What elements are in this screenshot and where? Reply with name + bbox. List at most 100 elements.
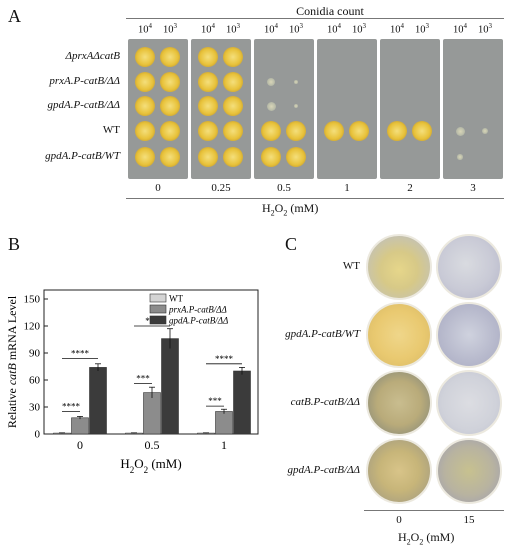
- colony: [198, 72, 218, 92]
- conidia-dilution-label: 103: [289, 22, 303, 36]
- panel-c-letter: C: [285, 234, 298, 254]
- colony: [455, 126, 465, 136]
- colony: [160, 96, 180, 116]
- relative-catb-bar-chart: 0 30 60 90 120 150 Relative catB mRNA Level 0 0.…: [5, 289, 259, 475]
- y-tick-label: 150: [24, 294, 41, 306]
- conidia-dilution-label: 104: [327, 22, 341, 36]
- petri-dish: [366, 302, 432, 368]
- conidia-dilution-label: 103: [163, 22, 177, 36]
- colony: [294, 80, 298, 84]
- strain-label: WT: [342, 260, 360, 272]
- bar-gpdA.P-catB/ΔΔ: [233, 370, 251, 435]
- bar-gpdA.P-catB/ΔΔ: [89, 367, 107, 435]
- legend-label: prxA.P-catB/ΔΔ: [168, 305, 227, 315]
- colony: [135, 96, 155, 116]
- x-tick-label: 1: [221, 438, 227, 452]
- x-tick-label: 0: [77, 438, 83, 452]
- colony: [261, 121, 281, 141]
- h2o2-concentration-label: 0: [155, 182, 161, 194]
- strain-label: catB.P-catB/ΔΔ: [290, 396, 360, 408]
- petri-dish: [366, 370, 432, 436]
- panel-a-xlabel: H2O2 (mM): [262, 201, 319, 218]
- colony: [198, 47, 218, 67]
- strain-label: gpdA.P-catB/ΔΔ: [47, 99, 120, 111]
- colony: [223, 96, 243, 116]
- agar-plate-2: [380, 39, 440, 179]
- y-tick-label: 30: [29, 402, 41, 414]
- colony: [481, 127, 489, 135]
- h2o2-concentration-label: 15: [463, 514, 475, 526]
- colony: [387, 121, 407, 141]
- strain-label: gpdA.P-catB/WT: [45, 150, 120, 162]
- y-axis-label: Relative catB mRNA Level: [5, 295, 19, 428]
- colony: [286, 147, 306, 167]
- panel-c-axis-rule: [364, 510, 504, 511]
- significance-stars: ***: [208, 396, 222, 406]
- conidia-dilution-label: 103: [226, 22, 240, 36]
- colony: [266, 77, 276, 87]
- colony: [223, 147, 243, 167]
- significance-stars: ***: [136, 374, 150, 384]
- x-axis-label: H2O2 (mM): [120, 456, 181, 475]
- petri-dish: [436, 370, 502, 436]
- colony: [135, 47, 155, 67]
- conidia-dilution-label: 104: [453, 22, 467, 36]
- agar-plate-1: [317, 39, 377, 179]
- conidia-dilution-label: 104: [264, 22, 278, 36]
- h2o2-concentration-label: 1: [344, 182, 350, 194]
- colony: [160, 72, 180, 92]
- colony: [261, 147, 281, 167]
- agar-plate-3: [443, 39, 503, 179]
- legend-swatch: [149, 293, 167, 303]
- conidia-dilution-label: 103: [352, 22, 366, 36]
- strain-label: ΔprxAΔcatB: [65, 50, 120, 62]
- colony: [286, 121, 306, 141]
- conidia-count-title: Conidia count: [296, 4, 364, 18]
- colony: [198, 147, 218, 167]
- legend-label: gpdA.P-catB/ΔΔ: [169, 316, 228, 326]
- colony: [198, 96, 218, 116]
- bar-prxA.P-catB/ΔΔ: [215, 411, 233, 435]
- panel-b-letter: B: [8, 234, 21, 254]
- conidia-dilution-label: 104: [201, 22, 215, 36]
- petri-dish: [436, 438, 502, 504]
- petri-dish: [436, 302, 502, 368]
- colony: [349, 121, 369, 141]
- colony: [198, 121, 218, 141]
- strain-label: gpdA.P-catB/WT: [285, 328, 360, 340]
- colony: [135, 72, 155, 92]
- y-tick-label: 0: [35, 429, 41, 441]
- colony: [457, 154, 463, 160]
- bar-prxA.P-catB/ΔΔ: [143, 392, 161, 435]
- colony: [266, 101, 276, 111]
- conidia-title-rule: [126, 18, 504, 19]
- y-tick-label: 120: [24, 321, 41, 333]
- strain-label: gpdA.P-catB/ΔΔ: [287, 464, 360, 476]
- colony: [324, 121, 344, 141]
- bar-prxA.P-catB/ΔΔ: [71, 417, 89, 435]
- h2o2-concentration-label: 3: [470, 182, 476, 194]
- legend-swatch: [149, 304, 167, 314]
- colony: [135, 121, 155, 141]
- h2o2-concentration-label: 0: [396, 514, 402, 526]
- conidia-dilution-label: 104: [390, 22, 404, 36]
- h2o2-concentration-label: 2: [407, 182, 413, 194]
- y-tick-label: 60: [29, 375, 41, 387]
- strain-label: WT: [102, 124, 120, 136]
- panel-a-axis-rule: [126, 198, 504, 199]
- colony: [160, 147, 180, 167]
- y-tick-label: 90: [29, 348, 41, 360]
- h2o2-concentration-label: 0.25: [211, 182, 231, 194]
- colony: [412, 121, 432, 141]
- colony: [160, 121, 180, 141]
- petri-dish: [366, 234, 432, 300]
- strain-label: prxA.P-catB/ΔΔ: [49, 75, 120, 87]
- legend-label: WT: [169, 294, 183, 304]
- legend-swatch: [149, 315, 167, 325]
- conidia-dilution-label: 103: [415, 22, 429, 36]
- colony: [135, 147, 155, 167]
- significance-stars: ****: [62, 402, 81, 412]
- bar-gpdA.P-catB/ΔΔ: [161, 338, 179, 435]
- x-tick-label: 0.5: [145, 438, 160, 452]
- colony: [223, 121, 243, 141]
